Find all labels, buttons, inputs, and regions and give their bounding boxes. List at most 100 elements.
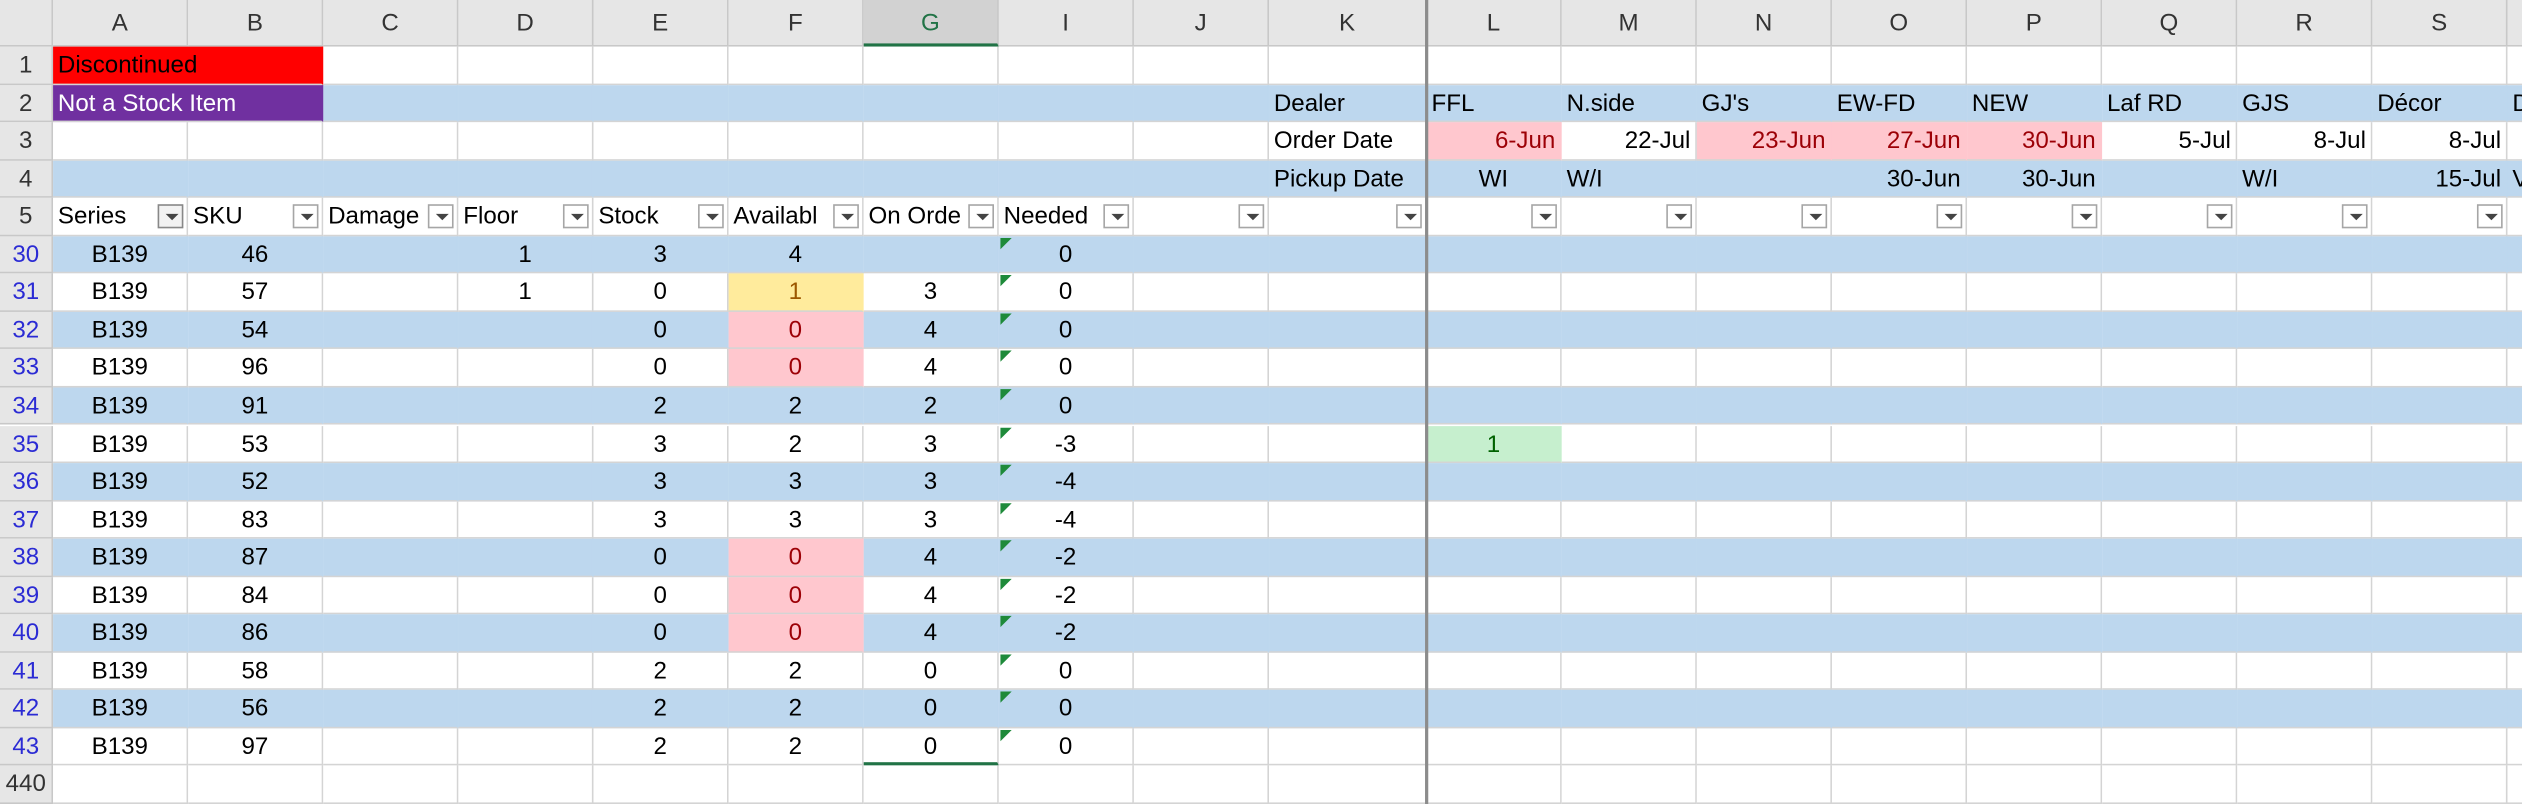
cell[interactable]	[1269, 273, 1427, 312]
cell[interactable]	[998, 46, 1134, 85]
cell[interactable]: Floor	[458, 198, 594, 236]
cell[interactable]	[1831, 501, 1968, 539]
cell[interactable]	[1696, 576, 1832, 615]
cell[interactable]	[458, 387, 594, 426]
cell[interactable]	[323, 122, 459, 161]
filter-button[interactable]	[562, 204, 589, 229]
cell[interactable]	[1426, 349, 1562, 388]
cell[interactable]	[1967, 425, 2103, 464]
cell[interactable]	[1133, 122, 1270, 161]
cell[interactable]: Dealer	[1269, 84, 1427, 123]
cell[interactable]: Order Date	[1269, 122, 1427, 161]
row-header[interactable]: 33	[0, 349, 54, 388]
cell[interactable]: -2	[998, 538, 1134, 577]
cell[interactable]: FFL	[1426, 84, 1562, 123]
cell[interactable]: 56	[188, 690, 324, 729]
column-header[interactable]: P	[1967, 0, 2103, 47]
filter-button[interactable]	[2476, 204, 2503, 229]
cell[interactable]	[1133, 728, 1270, 767]
cell[interactable]	[188, 160, 324, 199]
cell[interactable]	[458, 160, 594, 199]
cell[interactable]: 0	[728, 576, 864, 615]
cell[interactable]: 0	[593, 349, 729, 388]
cell[interactable]	[1269, 501, 1427, 539]
cell[interactable]	[2372, 425, 2508, 464]
column-header[interactable]: M	[1561, 0, 1697, 47]
cell[interactable]	[458, 463, 594, 502]
cell[interactable]	[1967, 311, 2103, 350]
cell[interactable]	[1269, 311, 1427, 350]
cell[interactable]: 87	[188, 538, 324, 577]
cell[interactable]	[2102, 349, 2238, 388]
cell[interactable]	[1831, 652, 1968, 691]
cell[interactable]	[1561, 425, 1697, 464]
cell[interactable]	[863, 46, 999, 85]
cell[interactable]: V	[2507, 160, 2522, 199]
cell[interactable]: 3	[728, 501, 864, 539]
cell[interactable]	[458, 311, 594, 350]
cell[interactable]: 0	[998, 690, 1134, 729]
cell[interactable]	[1133, 538, 1270, 577]
cell[interactable]	[2372, 728, 2508, 767]
cell[interactable]: 97	[188, 728, 324, 767]
cell[interactable]	[2102, 538, 2238, 577]
row-header[interactable]: 39	[0, 576, 54, 615]
cell[interactable]: -2	[998, 576, 1134, 615]
cell[interactable]	[593, 84, 729, 123]
column-header[interactable]: I	[998, 0, 1134, 47]
cell[interactable]: 6-Jun	[1426, 122, 1562, 161]
cell[interactable]	[1831, 690, 1968, 729]
cell[interactable]	[2507, 46, 2522, 85]
cell[interactable]	[1426, 46, 1562, 85]
column-header[interactable]: C	[323, 0, 459, 47]
cell[interactable]	[593, 122, 729, 161]
cell[interactable]	[1696, 349, 1832, 388]
cell[interactable]: B139	[53, 425, 189, 464]
cell[interactable]: 0	[998, 235, 1134, 274]
cell[interactable]	[2237, 614, 2373, 653]
cell[interactable]: B139	[53, 387, 189, 426]
cell[interactable]	[1426, 652, 1562, 691]
cell[interactable]	[323, 576, 459, 615]
cell[interactable]	[1967, 690, 2103, 729]
cell[interactable]	[458, 501, 594, 539]
cell[interactable]	[1561, 766, 1697, 804]
cell[interactable]: -3	[998, 425, 1134, 464]
cell[interactable]	[2372, 235, 2508, 274]
column-header[interactable]: L	[1426, 0, 1562, 47]
cell[interactable]	[2507, 273, 2522, 312]
cell[interactable]	[1133, 84, 1270, 123]
cell[interactable]: 4	[863, 576, 999, 615]
cell[interactable]	[1269, 652, 1427, 691]
cell[interactable]	[2372, 501, 2508, 539]
cell[interactable]: 3	[593, 425, 729, 464]
cell[interactable]	[1696, 160, 1832, 199]
cell[interactable]: 4	[728, 235, 864, 274]
cell[interactable]: W/I	[2237, 160, 2373, 199]
cell[interactable]	[1831, 349, 1968, 388]
cell[interactable]: 53	[188, 425, 324, 464]
cell[interactable]	[1561, 463, 1697, 502]
cell[interactable]	[188, 122, 324, 161]
cell[interactable]	[1831, 463, 1968, 502]
cell[interactable]: 1	[728, 273, 864, 312]
cell[interactable]	[728, 766, 864, 804]
cell[interactable]	[323, 766, 459, 804]
filter-button[interactable]	[1801, 204, 1828, 229]
cell[interactable]	[1269, 766, 1427, 804]
cell[interactable]	[2507, 501, 2522, 539]
cell[interactable]	[1269, 387, 1427, 426]
cell[interactable]	[1133, 652, 1270, 691]
cell[interactable]	[1831, 614, 1968, 653]
filter-button[interactable]	[833, 204, 859, 229]
cell[interactable]	[1426, 538, 1562, 577]
cell[interactable]: B139	[53, 614, 189, 653]
cell[interactable]	[1561, 576, 1697, 615]
cell[interactable]	[1696, 538, 1832, 577]
cell[interactable]	[863, 766, 999, 804]
cell[interactable]	[1133, 766, 1270, 804]
cell[interactable]	[2507, 425, 2522, 464]
cell[interactable]: D	[2507, 84, 2522, 123]
filter-button[interactable]	[1666, 204, 1693, 229]
cell[interactable]: 0	[728, 311, 864, 350]
